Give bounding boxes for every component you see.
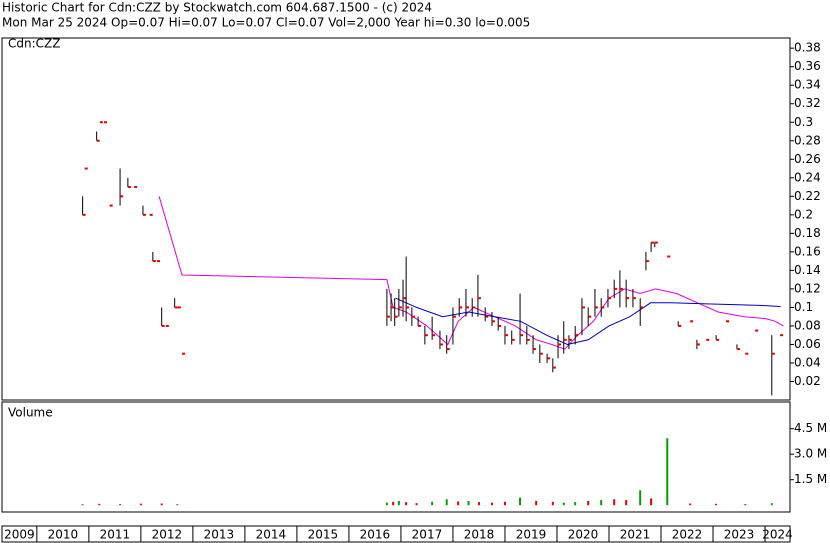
year-strip bbox=[1, 525, 791, 543]
volume-bar bbox=[457, 501, 460, 506]
y-tick-label: 0.2 bbox=[794, 207, 813, 221]
x-tick-label: 2024 bbox=[762, 528, 793, 542]
volume-bar bbox=[562, 502, 565, 506]
volume-label: Volume bbox=[8, 406, 53, 420]
y-tick-label: 4.5 M bbox=[794, 421, 827, 435]
x-tick-label: 2011 bbox=[100, 528, 131, 542]
volume-bar bbox=[98, 503, 101, 506]
x-tick-label: 2013 bbox=[204, 528, 235, 542]
header-quote: Mon Mar 25 2024 Op=0.07 Hi=0.07 Lo=0.07 … bbox=[2, 16, 530, 30]
volume-bar bbox=[574, 502, 577, 506]
volume-bar bbox=[392, 501, 395, 506]
x-tick-label: 2019 bbox=[516, 528, 547, 542]
volume-bar bbox=[431, 501, 434, 506]
y-tick-label: 0.16 bbox=[794, 244, 821, 258]
x-tick-label: 2015 bbox=[308, 528, 339, 542]
volume-bar bbox=[477, 502, 480, 506]
x-tick-label: 2012 bbox=[152, 528, 183, 542]
volume-bar bbox=[744, 504, 747, 506]
volume-bar bbox=[613, 499, 616, 506]
volume-bar bbox=[535, 500, 538, 506]
volume-bar bbox=[666, 438, 669, 506]
x-tick-label: 2016 bbox=[360, 528, 391, 542]
volume-bar bbox=[160, 503, 163, 506]
volume-bar bbox=[650, 498, 653, 506]
x-tick-label: 2018 bbox=[464, 528, 495, 542]
volume-bar bbox=[519, 497, 522, 506]
y-tick-label: 0.38 bbox=[794, 41, 821, 55]
volume-bar bbox=[503, 501, 506, 506]
x-tick-label: 2022 bbox=[672, 528, 703, 542]
volume-bar bbox=[587, 500, 590, 506]
y-tick-label: 0.22 bbox=[794, 189, 821, 203]
y-tick-label: 0.04 bbox=[794, 355, 821, 369]
volume-bar bbox=[385, 502, 388, 506]
volume-bar bbox=[176, 504, 179, 506]
symbol-label: Cdn:CZZ bbox=[8, 37, 60, 51]
x-tick-label: 2014 bbox=[256, 528, 287, 542]
y-tick-label: 0.02 bbox=[794, 374, 821, 388]
header-title: Historic Chart for Cdn:CZZ by Stockwatch… bbox=[2, 1, 432, 15]
volume-bar bbox=[600, 500, 603, 506]
y-tick-label: 3.0 M bbox=[794, 447, 827, 461]
x-tick-label: 2021 bbox=[620, 528, 651, 542]
y-tick-label: 0.26 bbox=[794, 152, 821, 166]
volume-bar bbox=[551, 501, 554, 506]
volume-bar bbox=[639, 490, 642, 506]
volume-bar bbox=[81, 504, 84, 506]
volume-bar bbox=[415, 503, 418, 506]
volume-panel bbox=[1, 401, 791, 513]
y-tick-label: 0.36 bbox=[794, 59, 821, 73]
moving-average bbox=[395, 297, 781, 346]
volume-bar bbox=[467, 500, 470, 506]
y-tick-label: 0.34 bbox=[794, 78, 821, 92]
volume-bar bbox=[625, 500, 628, 506]
price-panel bbox=[1, 37, 791, 401]
x-tick-label: 2017 bbox=[412, 528, 443, 542]
x-tick-label: 2009 bbox=[4, 528, 35, 542]
y-tick-label: 1.5 M bbox=[794, 472, 827, 486]
volume-bar bbox=[119, 504, 122, 506]
volume-bar bbox=[770, 503, 773, 506]
volume-bar bbox=[715, 503, 718, 506]
x-tick-label: 2023 bbox=[724, 528, 755, 542]
volume-bar bbox=[445, 499, 448, 506]
volume-bar bbox=[405, 502, 408, 506]
y-tick-label: 0.08 bbox=[794, 318, 821, 332]
y-tick-label: 0.24 bbox=[794, 170, 821, 184]
volume-bar bbox=[490, 502, 493, 506]
volume-bar bbox=[397, 500, 400, 506]
x-tick-label: 2010 bbox=[48, 528, 79, 542]
volume-bar bbox=[139, 503, 142, 506]
y-tick-label: 0.1 bbox=[794, 300, 813, 314]
y-tick-label: 0.32 bbox=[794, 96, 821, 110]
y-tick-label: 0.18 bbox=[794, 226, 821, 240]
y-tick-label: 0.14 bbox=[794, 263, 821, 277]
y-tick-label: 0.28 bbox=[794, 133, 821, 147]
y-tick-label: 0.3 bbox=[794, 115, 813, 129]
y-tick-label: 0.06 bbox=[794, 337, 821, 351]
y-tick-label: 0.12 bbox=[794, 281, 821, 295]
x-tick-label: 2020 bbox=[568, 528, 599, 542]
moving-average bbox=[158, 196, 784, 350]
volume-bar bbox=[689, 503, 692, 506]
